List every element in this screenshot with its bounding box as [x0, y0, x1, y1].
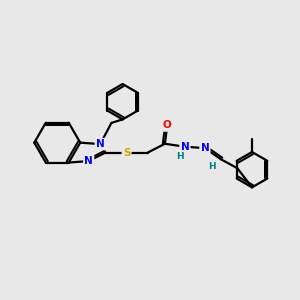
Text: H: H — [208, 162, 216, 171]
Text: N: N — [200, 143, 209, 153]
Text: N: N — [181, 142, 189, 152]
Text: O: O — [163, 121, 172, 130]
Text: N: N — [96, 139, 105, 149]
Text: S: S — [123, 148, 130, 158]
Text: H: H — [176, 152, 183, 160]
Text: N: N — [84, 156, 93, 166]
